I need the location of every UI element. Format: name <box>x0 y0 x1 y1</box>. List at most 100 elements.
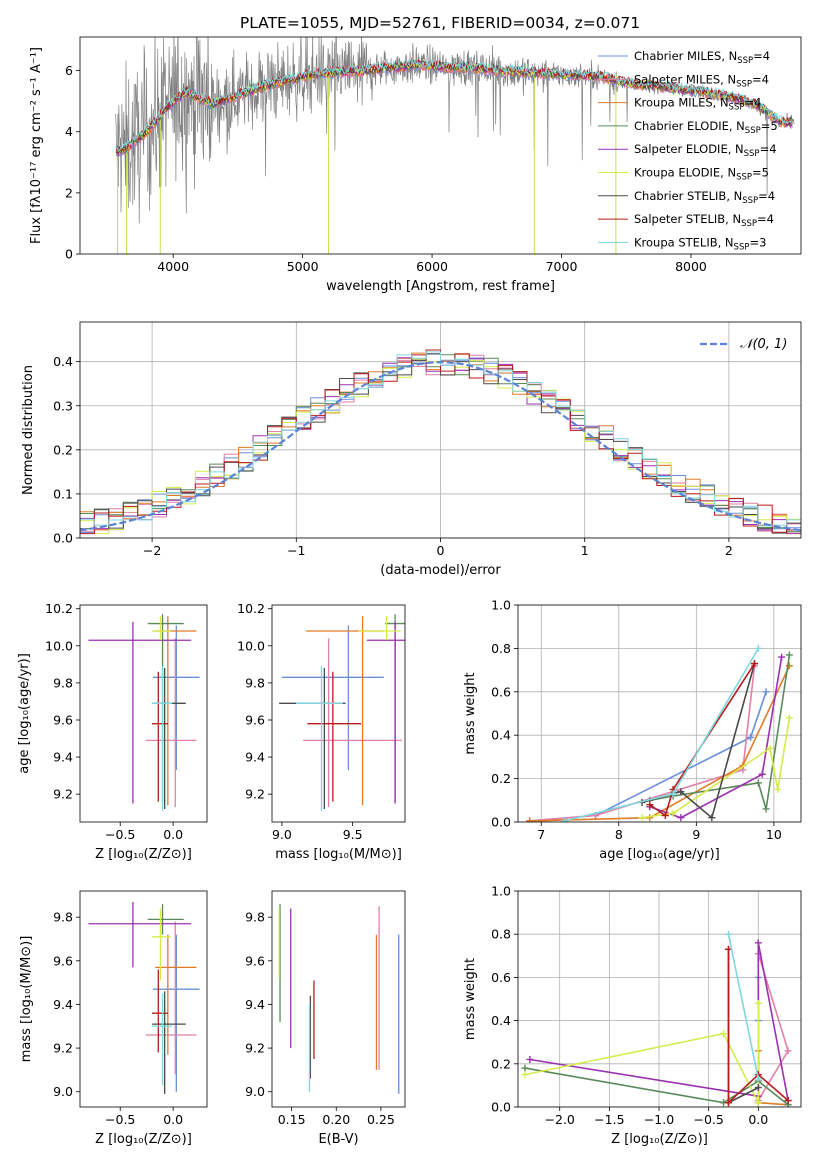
y-tick-label: 0 <box>65 247 73 262</box>
y-tick-label: 4 <box>65 124 73 139</box>
y-tick-label: 9.8 <box>53 675 73 690</box>
x-tick-label: 10 <box>766 827 782 842</box>
weight-line-chabrier-stelib <box>641 663 756 820</box>
weight-marker-salpeter-miles <box>784 1047 792 1055</box>
y-tick-label: 9.6 <box>245 712 265 727</box>
weight-marker-chabrier-elodie <box>762 805 770 813</box>
x-tick-label: 0.15 <box>278 1112 306 1127</box>
weight-marker-kroupa-elodie <box>754 999 762 1007</box>
panel-residuals: −2 −1 0 1 2 0.0 0.1 0.2 0.3 0.4 (data-model)/error… <box>21 321 802 578</box>
weight-line-kroupa-stelib <box>727 934 760 1080</box>
legend-label-kroupa-miles: Kroupa MILES, NSSP=4 <box>634 96 761 113</box>
y-tick-label: 9.8 <box>53 910 73 925</box>
legend-label-chabrier-stelib: Chabrier STELIB, NSSP=4 <box>634 189 775 206</box>
axes-frame <box>79 36 802 255</box>
x-tick-label: 6000 <box>416 259 448 274</box>
y-tick-label: 9.4 <box>53 750 73 765</box>
y-tick-label: 10.2 <box>237 601 265 616</box>
x-tick-label: −0.5 <box>105 1112 135 1127</box>
weight-line-salpeter-stelib <box>727 949 789 1105</box>
y-tick-label: 0.2 <box>491 1056 511 1071</box>
plot-area <box>278 904 400 1094</box>
axes-frame <box>79 890 208 1108</box>
x-tick-label: 9 <box>692 827 700 842</box>
normal-curve <box>80 360 801 532</box>
weight-marker-kroupa-elodie <box>720 1030 728 1038</box>
x-tick-label: −1.0 <box>644 1112 674 1127</box>
y-tick-label: 0.0 <box>491 815 511 830</box>
axes-frame <box>517 604 802 823</box>
y-tick-label: 2 <box>65 185 73 200</box>
weight-marker-salpeter-elodie <box>778 653 786 661</box>
weight-marker-salpeter-elodie <box>754 939 762 947</box>
weight-marker-salpeter-stelib <box>661 811 669 819</box>
plot-area <box>88 614 200 811</box>
y-tick-label: 9.2 <box>245 1041 265 1056</box>
plot-area <box>88 901 200 1094</box>
x-tick-label: −1 <box>287 543 305 558</box>
weight-line-kroupa-elodie <box>524 1003 760 1104</box>
x-tick-label: −2 <box>143 543 161 558</box>
legend-label-kroupa-elodie: Kroupa ELODIE, NSSP=5 <box>634 166 769 183</box>
weight-marker-salpeter-stelib <box>725 1099 733 1107</box>
y-tick-label: 9.4 <box>245 750 265 765</box>
weight-marker-kroupa-miles <box>526 817 534 822</box>
y-tick-label: 1.0 <box>491 598 511 613</box>
weight-marker-chabrier-elodie <box>785 651 793 659</box>
weight-line-salpeter-stelib <box>649 663 756 817</box>
y-tick-label: 0.0 <box>53 531 73 546</box>
y-tick-label: 9.0 <box>245 1084 265 1099</box>
x-tick-label: 7000 <box>546 259 578 274</box>
weight-line-salpeter-miles <box>529 665 756 822</box>
y-axis-label: Flux [fλ10⁻¹⁷ erg cm⁻² s⁻¹ A⁻¹] <box>29 47 44 244</box>
y-tick-label: 9.2 <box>245 787 265 802</box>
y-axis-label: mass [log₁₀(M/M⊙)] <box>19 936 34 1063</box>
weight-marker-kroupa-elodie <box>521 1071 529 1079</box>
weight-marker-kroupa-stelib <box>754 1075 762 1083</box>
weight-marker-chabrier-stelib <box>708 814 716 822</box>
y-tick-label: 9.6 <box>53 712 73 727</box>
weight-marker-salpeter-stelib <box>646 801 654 809</box>
weight-marker-kroupa-elodie <box>766 744 774 752</box>
panel-age-vs-mass: 9.0 9.5 9.2 9.4 9.6 9.8 10.0 10.2 mass [log₁₀(M/… <box>237 601 406 862</box>
x-tick-label: 5000 <box>287 259 319 274</box>
plot-area <box>518 605 801 822</box>
x-tick-label: 4000 <box>157 259 189 274</box>
weight-marker-salpeter-elodie <box>526 1055 534 1063</box>
figure-title: PLATE=1055, MJD=52761, FIBERID=0034, z=0… <box>240 14 640 32</box>
x-axis-label: Z [log₁₀(Z/Z⊙)] <box>95 847 192 862</box>
y-tick-label: 0.6 <box>491 970 511 985</box>
y-tick-label: 9.4 <box>53 997 73 1012</box>
weight-marker-salpeter-elodie <box>677 814 685 822</box>
weight-marker-chabrier-stelib <box>677 788 685 796</box>
legend-label-salpeter-elodie: Salpeter ELODIE, NSSP=4 <box>634 142 777 159</box>
weight-marker-chabrier-stelib <box>754 1084 762 1092</box>
weight-marker-kroupa-stelib <box>725 930 733 938</box>
legend-label-normal: 𝒩(0, 1) <box>740 337 787 352</box>
weight-marker-salpeter-stelib <box>750 660 758 668</box>
weight-marker-chabrier-elodie <box>754 779 762 787</box>
x-tick-label: −0.5 <box>693 1112 723 1127</box>
x-tick-label: 8 <box>615 827 623 842</box>
weight-marker-kroupa-elodie <box>638 814 646 822</box>
plot-area <box>279 614 405 811</box>
weight-marker-kroupa-stelib <box>669 790 677 798</box>
x-tick-label: 8000 <box>675 259 707 274</box>
y-tick-label: 6 <box>65 63 73 78</box>
axes-frame <box>79 321 802 539</box>
weight-marker-salpeter-elodie <box>758 770 766 778</box>
y-tick-label: 9.4 <box>245 997 265 1012</box>
y-axis-label: mass weight <box>463 672 478 754</box>
x-axis-label: E(B-V) <box>318 1132 358 1147</box>
axes-frame <box>517 890 802 1108</box>
y-tick-label: 0.8 <box>491 641 511 656</box>
y-tick-label: 0.6 <box>491 684 511 699</box>
x-tick-label: −1.5 <box>594 1112 624 1127</box>
y-axis-label: mass weight <box>463 958 478 1040</box>
weight-marker-salpeter-stelib <box>784 1097 792 1105</box>
weight-marker-kroupa-elodie <box>785 714 793 722</box>
y-tick-label: 9.0 <box>53 1084 73 1099</box>
panel-weight-vs-z: −2.0 −1.5 −1.0 −0.5 0.0 0.0 0.2 0.4 0.6 0.8 1.0 Z [… <box>463 884 802 1147</box>
weight-marker-chabrier-elodie <box>521 1064 529 1072</box>
x-axis-label: mass [log₁₀(M/M⊙)] <box>275 847 402 862</box>
